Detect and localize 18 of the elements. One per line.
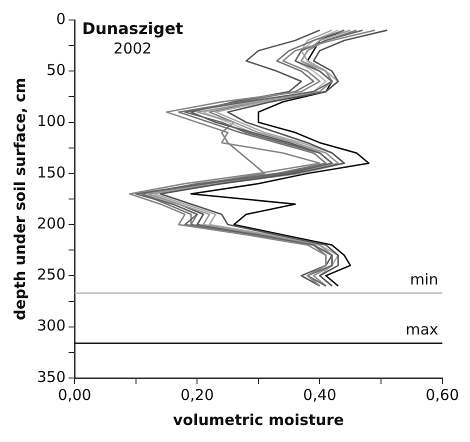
x-tick-label: 0,40 <box>303 386 336 404</box>
x-tick-label: 0,20 <box>180 386 214 404</box>
chart-title: Dunasziget <box>82 19 184 38</box>
ref-line-label: min <box>410 270 438 288</box>
y-tick-label: 100 <box>36 112 66 130</box>
x-tick-label: 0,60 <box>426 386 460 404</box>
y-tick-label: 200 <box>36 214 66 232</box>
y-tick-label: 50 <box>46 61 66 80</box>
y-tick-label: 350 <box>36 368 66 386</box>
y-tick-label: 150 <box>36 163 66 182</box>
y-tick-label: 0 <box>56 10 66 28</box>
text: 2002 <box>114 39 152 58</box>
y-axis-title: depth under soil surface, cm <box>10 78 29 320</box>
x-axis-title: volumetric moisture <box>172 410 344 429</box>
x-tick-label: 0,00 <box>58 386 92 404</box>
y-tick-label: 250 <box>36 266 66 284</box>
ref-line-label: max <box>406 320 438 339</box>
y-tick-label: 300 <box>36 316 66 335</box>
